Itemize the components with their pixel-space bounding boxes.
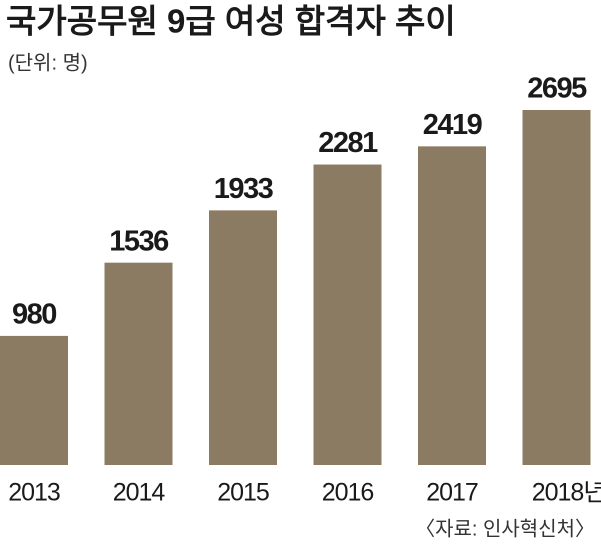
bar bbox=[104, 262, 173, 465]
value-label: 2281 bbox=[318, 127, 378, 159]
x-tick-label: 2015 bbox=[217, 479, 269, 507]
source: 〈자료: 인사혁신처〉 bbox=[415, 517, 595, 540]
value-label: 1933 bbox=[214, 173, 274, 205]
value-label: 1536 bbox=[109, 225, 169, 257]
chart-subtitle: (단위: 명) bbox=[8, 51, 88, 74]
bar bbox=[418, 146, 486, 466]
x-tick-label: 2014 bbox=[113, 479, 166, 507]
x-tick-label: 2018년 bbox=[532, 479, 601, 507]
value-label: 980 bbox=[12, 299, 56, 331]
x-tick-label: 2017 bbox=[426, 479, 478, 507]
value-label: 2695 bbox=[527, 73, 587, 105]
bar bbox=[313, 164, 382, 466]
bar bbox=[209, 210, 277, 465]
value-label: 2419 bbox=[423, 109, 483, 141]
chart-title: 국가공무원 9급 여성 합격자 추이 bbox=[6, 3, 456, 40]
x-tick-label: 2016 bbox=[322, 479, 374, 507]
x-tick-label: 2013 bbox=[8, 479, 60, 507]
bar bbox=[0, 335, 68, 465]
bar bbox=[522, 110, 591, 465]
